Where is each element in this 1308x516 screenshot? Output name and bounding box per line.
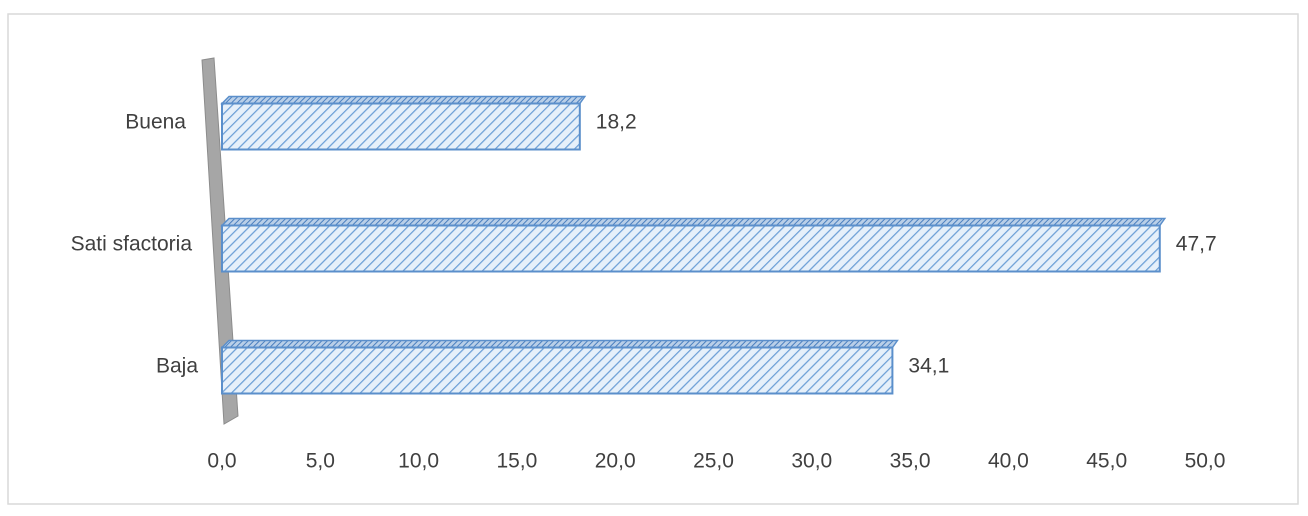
value-label: 47,7 bbox=[1176, 233, 1217, 256]
y-tick-label: Sati sfactoria bbox=[71, 233, 193, 256]
value-label: 18,2 bbox=[596, 111, 637, 134]
x-tick-label: 35,0 bbox=[890, 450, 931, 473]
bar bbox=[221, 102, 581, 151]
x-tick-label: 40,0 bbox=[988, 450, 1029, 473]
bar-top bbox=[220, 95, 587, 105]
value-label: 34,1 bbox=[908, 355, 949, 378]
x-tick-label: 15,0 bbox=[496, 450, 537, 473]
axis-wall bbox=[201, 57, 239, 425]
x-tick-label: 30,0 bbox=[791, 450, 832, 473]
bar bbox=[221, 346, 894, 395]
x-tick-label: 10,0 bbox=[398, 450, 439, 473]
y-tick-label: Baja bbox=[156, 355, 198, 378]
bar bbox=[221, 224, 1161, 273]
x-tick-label: 45,0 bbox=[1086, 450, 1127, 473]
bar-top bbox=[220, 339, 899, 349]
y-tick-label: Buena bbox=[125, 111, 186, 134]
bar-top bbox=[220, 217, 1167, 227]
x-tick-label: 20,0 bbox=[595, 450, 636, 473]
x-tick-label: 50,0 bbox=[1185, 450, 1226, 473]
x-tick-label: 25,0 bbox=[693, 450, 734, 473]
x-tick-label: 5,0 bbox=[306, 450, 335, 473]
x-tick-label: 0,0 bbox=[207, 450, 236, 473]
